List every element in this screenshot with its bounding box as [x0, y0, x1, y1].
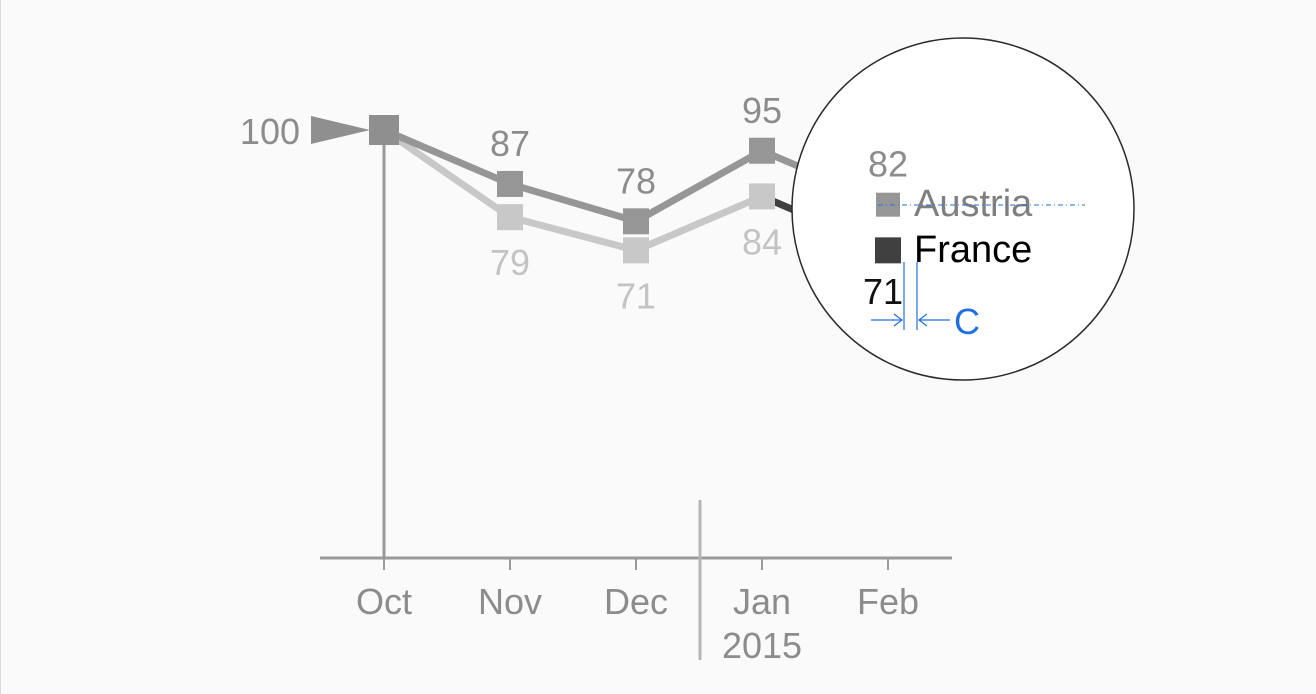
austria-data-label: 95 — [742, 90, 782, 131]
france-data-label: 79 — [490, 242, 530, 283]
austria-marker — [369, 115, 399, 145]
series-line-france — [382, 127, 764, 254]
guide-arrow-right-head — [918, 313, 928, 327]
callout — [791, 37, 1135, 381]
start-arrow — [311, 116, 370, 144]
france-marker — [623, 237, 649, 264]
x-tick-label: Dec — [604, 581, 668, 622]
x-tick-sublabel: 2015 — [722, 625, 802, 666]
france-marker — [749, 183, 775, 210]
france-marker — [497, 204, 523, 231]
austria-data-label: 78 — [616, 160, 656, 201]
guide-arrow-left-head — [893, 313, 903, 327]
austria-marker — [623, 208, 649, 235]
series-label-france: France — [914, 229, 1032, 271]
austria-data-label: 87 — [490, 123, 530, 164]
france-data-label: 71 — [616, 275, 656, 316]
france-marker — [875, 237, 901, 264]
austria-data-label: 82 — [868, 144, 908, 185]
series-label-austria: Austria — [914, 183, 1033, 225]
frame-edge — [0, 0, 1, 694]
annotation-label: C — [954, 301, 980, 342]
x-tick-label: Nov — [478, 581, 542, 622]
series-markers — [369, 115, 901, 264]
france-data-label: 71 — [863, 271, 903, 312]
austria-marker — [497, 170, 523, 197]
x-tick-label: Feb — [857, 581, 919, 622]
annotation: C — [871, 204, 1085, 342]
austria-marker — [749, 137, 775, 164]
x-tick-label: Oct — [356, 581, 412, 622]
x-tick-label: Jan — [733, 581, 791, 622]
callout-circle — [791, 37, 1135, 381]
start-value-label: 100 — [240, 111, 300, 152]
france-data-label: 84 — [742, 221, 782, 262]
